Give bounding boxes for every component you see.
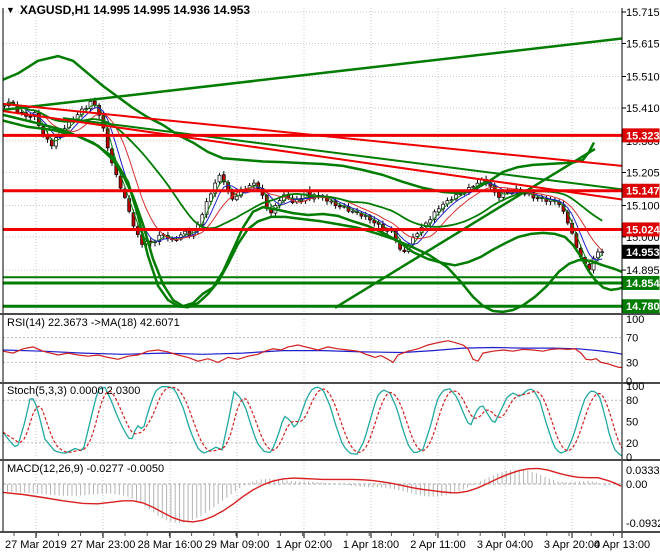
stoch-d-line <box>3 386 622 453</box>
time-axis-label: 1 Apr 02:00 <box>276 539 332 551</box>
upper-band <box>3 54 596 195</box>
stoch-scale-label: 80 <box>626 395 638 407</box>
price-axis-label: 15.615 <box>626 38 660 50</box>
lower-band-tight <box>3 119 622 308</box>
rsi-indicator-label: RSI(14) 22.3673 ->MA(18) 42.6071 <box>7 317 180 329</box>
symbol-title: ▼ XAGUSD,H1 14.995 14.995 14.936 14.953 <box>6 3 250 17</box>
price-badge-15.147 <box>622 183 660 198</box>
time-axis-label: 3 Apr 04:00 <box>477 539 533 551</box>
time-axis-label: 4 Apr 13:00 <box>594 539 650 551</box>
price-badge-label: 15.147 <box>626 186 660 198</box>
macd-signal-line <box>3 467 622 523</box>
time-axis-label: 3 Apr 20:00 <box>544 539 600 551</box>
price-badge-label: 14.854 <box>626 278 660 290</box>
time-axis[interactable]: 27 Mar 2019 27 Mar 23:00 28 Mar 16:00 29 Ma… <box>5 533 650 551</box>
stoch-scale-label: 100 <box>626 381 644 393</box>
price-badge-label: 15.323 <box>626 130 660 142</box>
rsi-scale-label: 70 <box>626 333 638 345</box>
price-badge-14.780 <box>622 299 660 314</box>
price-axis-label: 15.100 <box>626 201 660 213</box>
descending-red-lower <box>3 110 622 201</box>
time-axis-label: 28 Mar 16:00 <box>138 539 203 551</box>
stoch-indicator-label: Stoch(5,3,3) 0.0000 2.0300 <box>7 385 141 397</box>
grid-lines <box>3 8 622 531</box>
time-axis-label: 27 Mar 2019 <box>5 539 67 551</box>
stoch-scale-label: 0 <box>626 452 632 464</box>
rsi-line <box>3 340 622 368</box>
macd-scale-label: 0.00 <box>626 479 647 491</box>
macd-scale-label: 0.0333 <box>626 465 660 477</box>
bollinger-midline <box>4 102 603 230</box>
stoch-k-line <box>3 386 622 457</box>
price-axis-label: 15.205 <box>626 167 660 179</box>
frame <box>0 8 660 533</box>
price-badge-14.953 <box>622 244 660 259</box>
price-axis-label: 15.510 <box>626 72 660 84</box>
symbol-dropdown-icon[interactable]: ▼ <box>6 5 15 15</box>
price-badge-15.024 <box>622 222 660 237</box>
lower-band-wide <box>3 113 622 313</box>
macd-scale-label: -0.0932 <box>626 518 660 530</box>
rsi-scale-label: 100 <box>626 314 644 326</box>
price-pane <box>3 37 622 313</box>
descending-green <box>62 117 622 191</box>
price-badge-label: 14.780 <box>626 301 660 313</box>
rsi-scale-label: 0 <box>626 376 632 388</box>
stoch-pane <box>3 386 622 457</box>
stoch-scale-label: 50 <box>626 417 638 429</box>
rsi-pane <box>3 340 622 368</box>
macd-pane <box>3 467 622 523</box>
price-badge-label: 14.953 <box>626 247 660 259</box>
stoch-scale-label: 20 <box>626 438 638 450</box>
time-axis-label: 2 Apr 11:00 <box>410 539 465 551</box>
rsi-scale-label: 30 <box>626 357 638 369</box>
price-badge-label: 15.024 <box>626 224 660 236</box>
price-axis: 15.71515.61515.51015.41015.30515.20515.1… <box>622 7 660 314</box>
price-axis-label: 14.895 <box>626 265 660 277</box>
price-axis-label: 15.715 <box>626 7 660 19</box>
time-axis-label: 1 Apr 18:00 <box>343 539 399 551</box>
price-badge-14.854 <box>622 275 660 290</box>
time-axis-label: 29 Mar 09:00 <box>205 539 270 551</box>
time-axis-label: 27 Mar 23:00 <box>71 539 136 551</box>
macd-indicator-label: MACD(12,26,9) -0.0277 -0.0050 <box>7 463 165 475</box>
major-ascending-green <box>3 37 622 112</box>
symbol-ohlc-text: XAGUSD,H1 14.995 14.995 14.936 14.953 <box>19 3 251 17</box>
price-axis-label: 15.410 <box>626 103 660 115</box>
price-badge-15.323 <box>622 128 660 143</box>
